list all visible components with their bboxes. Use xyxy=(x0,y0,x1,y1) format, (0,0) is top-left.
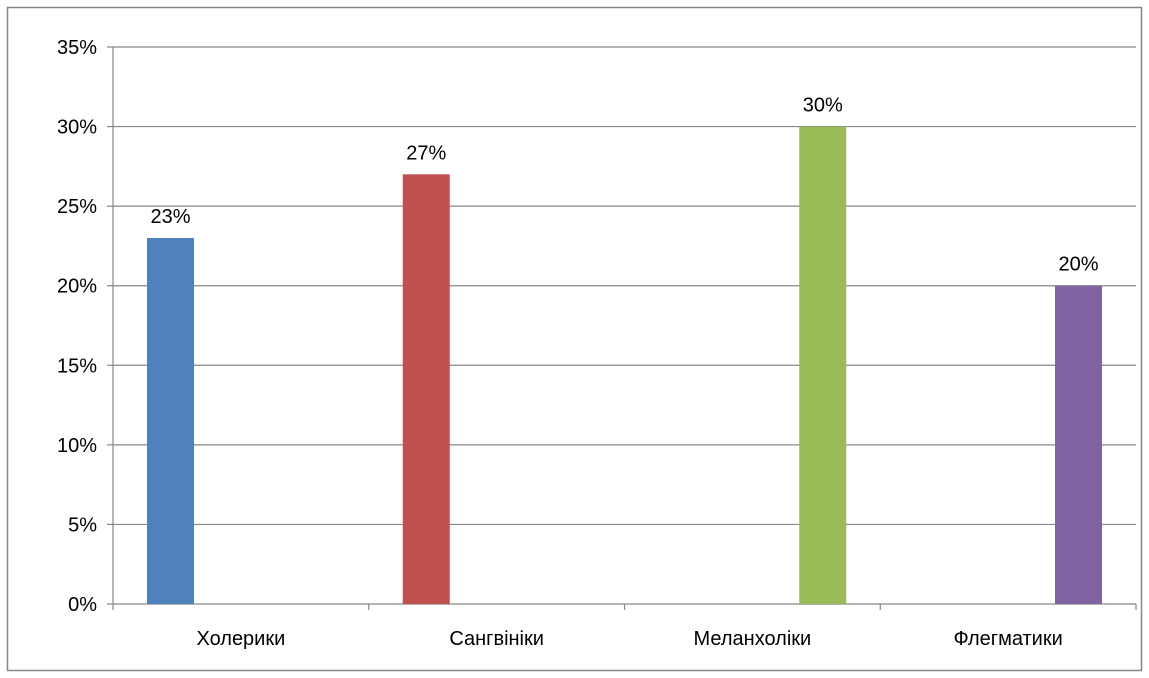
y-tick-label-3: 15% xyxy=(57,355,97,377)
y-tick-label-6: 30% xyxy=(57,117,97,139)
y-tick-label-5: 25% xyxy=(57,196,97,218)
axes xyxy=(107,46,1137,610)
y-tick-label-4: 20% xyxy=(57,276,97,298)
bar-3 xyxy=(1055,285,1102,604)
y-tick-label-7: 35% xyxy=(57,37,97,59)
bars xyxy=(147,126,1102,605)
bar-0 xyxy=(147,237,194,604)
gridlines xyxy=(113,46,1136,526)
category-label-1: Сангвініки xyxy=(449,628,544,650)
category-label-3: Флегматики xyxy=(953,628,1062,650)
data-label-3: 20% xyxy=(1058,254,1098,276)
chart-border xyxy=(6,6,1143,672)
category-label-0: Холерики xyxy=(196,628,285,650)
y-tick-label-0: 0% xyxy=(68,594,97,616)
data-label-1: 27% xyxy=(406,142,446,164)
y-tick-label-1: 5% xyxy=(68,514,97,536)
data-label-2: 30% xyxy=(803,95,843,117)
category-label-2: Меланхоліки xyxy=(694,628,812,650)
bar-1 xyxy=(402,174,450,605)
labels: 0% 5% 10% 15% 20% 25% 30% 35% 23% Холерики 27% Санг… xyxy=(57,37,1099,650)
bar-2 xyxy=(799,126,847,605)
data-label-0: 23% xyxy=(150,206,190,228)
y-tick-label-2: 10% xyxy=(57,435,97,457)
